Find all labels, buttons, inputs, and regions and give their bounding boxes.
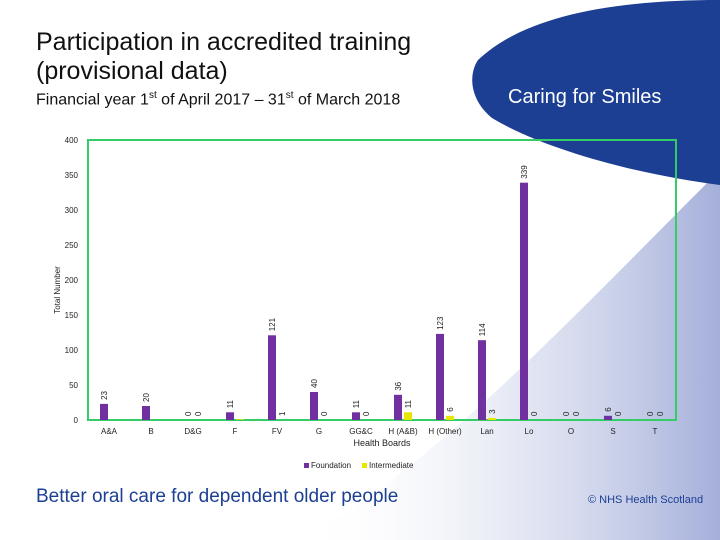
y-axis-title: Total Number <box>53 266 62 314</box>
x-tick-label: T <box>653 427 658 436</box>
x-tick-label: Lan <box>480 427 493 436</box>
data-label-intermediate: 11 <box>404 399 413 408</box>
legend-label-foundation: Foundation <box>311 461 351 470</box>
data-label-foundation: 23 <box>100 390 109 399</box>
data-label-intermediate: 0 <box>614 411 623 416</box>
x-tick-label: FV <box>272 427 283 436</box>
y-tick-label: 150 <box>65 311 79 320</box>
legend-label-intermediate: Intermediate <box>369 461 414 470</box>
legend-swatch-intermediate <box>362 463 367 468</box>
bar-foundation <box>142 406 150 420</box>
x-axis-title: Health Boards <box>353 438 411 448</box>
background-swoosh <box>300 170 720 540</box>
x-tick-label: Lo <box>525 427 534 436</box>
data-label-foundation: 114 <box>478 323 487 336</box>
data-label-foundation: 339 <box>520 165 529 179</box>
bar-foundation <box>352 412 360 420</box>
data-label-foundation: 6 <box>604 407 613 412</box>
x-tick-label: B <box>148 427 153 436</box>
data-label-foundation: 11 <box>352 399 361 408</box>
data-label-foundation: 0 <box>562 411 571 416</box>
data-label-intermediate: 1 <box>278 411 287 416</box>
bar-foundation <box>310 392 318 420</box>
footer-tagline: Better oral care for dependent older peo… <box>36 486 399 507</box>
data-label-foundation: 0 <box>184 411 193 416</box>
bar-foundation <box>604 415 612 420</box>
data-label-intermediate: 0 <box>194 411 203 416</box>
page-title: Participation in accredited training (pr… <box>36 28 412 85</box>
data-label-foundation: 11 <box>226 399 235 408</box>
data-label-foundation: 0 <box>646 411 655 416</box>
y-tick-label: 50 <box>69 381 78 390</box>
data-label-intermediate: 0 <box>572 411 581 416</box>
bar-intermediate <box>488 417 496 420</box>
bar-intermediate <box>404 412 412 420</box>
data-label-intermediate: 6 <box>446 407 455 412</box>
bar-intermediate <box>236 419 244 420</box>
legend-swatch-foundation <box>304 463 309 468</box>
x-tick-label: S <box>610 427 615 436</box>
plot-area-border <box>87 139 677 421</box>
bar-foundation <box>226 412 234 420</box>
x-tick-label: D&G <box>184 427 201 436</box>
x-tick-label: G <box>316 427 322 436</box>
bar-foundation <box>100 403 108 420</box>
data-label-foundation: 121 <box>268 317 277 331</box>
y-tick-label: 250 <box>65 241 79 250</box>
brand-banner-shape <box>472 0 720 185</box>
y-tick-label: 200 <box>65 276 79 285</box>
data-label-intermediate: 3 <box>488 409 497 414</box>
data-label-intermediate: 0 <box>362 411 371 416</box>
y-tick-label: 350 <box>65 171 79 180</box>
bar-foundation <box>478 340 486 420</box>
bar-foundation <box>436 333 444 420</box>
data-label-foundation: 20 <box>142 393 151 402</box>
x-tick-label: GG&C <box>349 427 373 436</box>
data-label-foundation: 40 <box>310 379 319 388</box>
bar-foundation <box>268 335 276 420</box>
nhs-logo-text: © NHS Health Scotland <box>588 494 704 506</box>
bar-foundation <box>520 182 528 420</box>
bar-intermediate <box>446 415 454 420</box>
y-tick-label: 100 <box>65 346 79 355</box>
y-tick-label: 300 <box>65 206 79 215</box>
data-label-intermediate: 0 <box>530 411 539 416</box>
x-tick-label: H (A&B) <box>388 427 418 436</box>
y-tick-label: 400 <box>65 136 79 145</box>
brand-logo-text: Caring for Smiles <box>508 86 662 108</box>
x-tick-label: O <box>568 427 574 436</box>
data-label-intermediate: 0 <box>320 411 329 416</box>
x-tick-label: H (Other) <box>428 427 462 436</box>
y-tick-label: 0 <box>74 416 79 425</box>
bar-foundation <box>394 394 402 420</box>
page-subtitle: Financial year 1st of April 2017 – 31st … <box>36 90 401 109</box>
data-label-intermediate: 0 <box>656 411 665 416</box>
x-tick-label: A&A <box>101 427 118 436</box>
data-label-foundation: 36 <box>394 381 403 390</box>
x-tick-label: F <box>233 427 238 436</box>
data-label-foundation: 123 <box>436 316 445 330</box>
